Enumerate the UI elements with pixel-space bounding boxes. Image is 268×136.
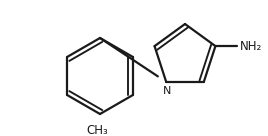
Text: N: N: [163, 86, 171, 96]
Text: NH₂: NH₂: [239, 40, 262, 53]
Text: CH₃: CH₃: [86, 124, 108, 136]
